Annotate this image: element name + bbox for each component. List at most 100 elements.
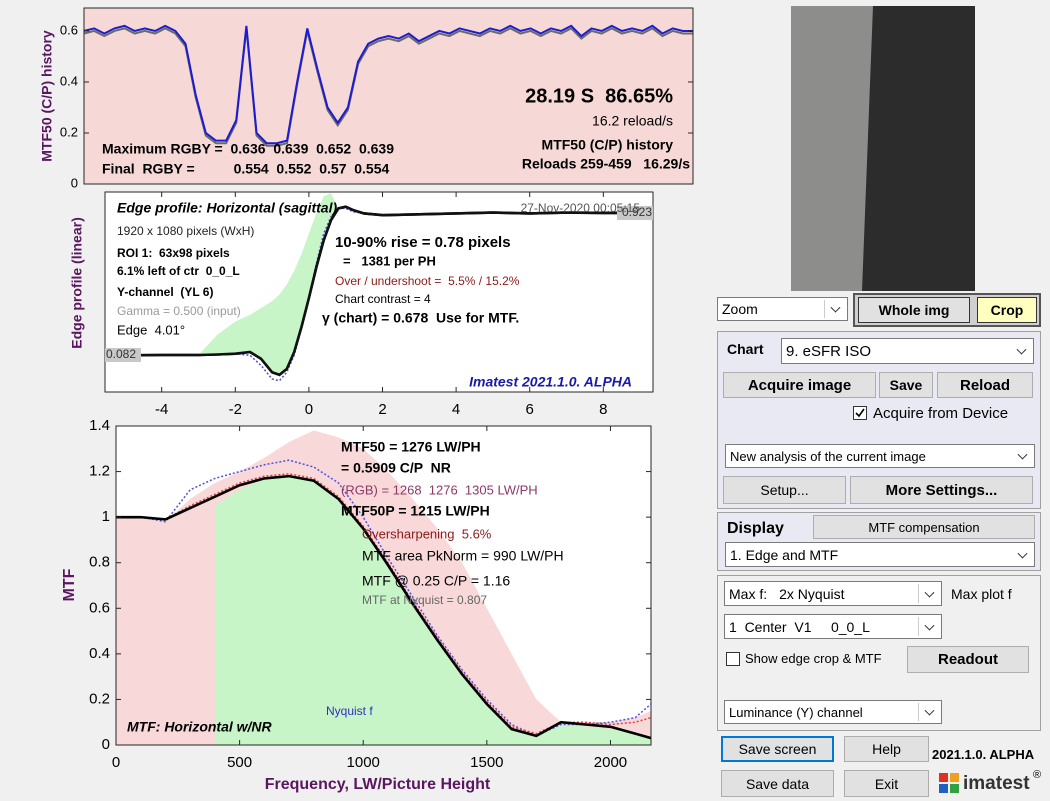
annotation: Edge 4.01° — [117, 322, 185, 337]
annotation: MTF at Nyquist = 0.807 — [362, 593, 487, 607]
annotation: Maximum RGBY = 0.636 0.639 0.652 0.639 — [102, 141, 394, 157]
y-tick-label: 0.2 — [60, 124, 78, 139]
display-label: Display — [727, 520, 784, 537]
roi-select[interactable]: 1 Center V1 0_0_L — [724, 614, 942, 639]
plot-frame — [104, 191, 654, 393]
y-tick-label: 0.6 — [60, 22, 78, 37]
max-plot-f-label: Max plot f — [951, 586, 1012, 602]
edge-crop-checkbox[interactable] — [726, 652, 740, 666]
annotation: 1920 x 1080 pixels (WxH) — [117, 224, 254, 238]
reload-button[interactable]: Reload — [937, 372, 1033, 398]
max-f-select[interactable]: Max f: 2x Nyquist — [724, 581, 942, 606]
edge-crop-dark — [862, 6, 975, 291]
annotation: 6.1% left of ctr 0_0_L — [117, 264, 240, 278]
plot-area — [105, 192, 653, 392]
annotation: Imatest 2021.1.0. ALPHA — [469, 374, 632, 390]
readout-button[interactable]: Readout — [907, 646, 1029, 673]
chart-select-text: 9. eSFR ISO — [786, 342, 872, 360]
x-tick-label: 500 — [227, 754, 252, 771]
save-data-button[interactable]: Save data — [721, 770, 834, 797]
annotation: MTF area PkNorm = 990 LW/PH — [362, 548, 564, 564]
annotation: MTF50P = 1215 LW/PH — [341, 503, 490, 519]
x-tick-label: 1000 — [347, 754, 380, 771]
annotation: (RGB) = 1268 1276 1305 LW/PH — [341, 482, 538, 497]
x-tick-label: 4 — [452, 401, 460, 418]
y-tick-label: 1 — [102, 508, 110, 525]
annotation: Over / undershoot = 5.5% / 15.2% — [335, 274, 520, 288]
roi-select-text: 1 Center V1 0_0_L — [729, 618, 870, 635]
analysis-select-text: New analysis of the current image — [730, 448, 926, 464]
version-label: 2021.1.0. ALPHA — [932, 747, 1035, 762]
annotation: 16.2 reload/s — [592, 113, 673, 129]
plot-area — [84, 8, 693, 184]
channel-select[interactable]: Luminance (Y) channel — [724, 700, 942, 724]
y-tick-label: 0.4 — [89, 645, 110, 662]
zoom-text: Zoom — [722, 301, 758, 317]
y-tick-label: 0.6 — [89, 599, 110, 616]
level-label: 0.082 — [106, 347, 136, 361]
x-axis-label: Frequency, LW/Picture Height — [265, 776, 491, 793]
max-f-label: Max f: — [729, 585, 768, 602]
display-select-text: 1. Edge and MTF — [730, 546, 839, 563]
y-axis-label: MTF — [61, 568, 78, 601]
annotation: 27-Nov-2020 00:05:15 — [521, 201, 641, 215]
level-label-bg — [105, 348, 141, 363]
y-tick-label: 1.2 — [89, 463, 110, 480]
acquire-checkbox[interactable] — [853, 406, 867, 420]
more-settings-button[interactable]: More Settings... — [850, 476, 1033, 504]
area — [198, 193, 339, 375]
annotation: Y-channel (YL 6) — [117, 285, 213, 299]
annotation: Reloads 259-459 16.29/s — [522, 156, 690, 172]
line — [84, 24, 693, 145]
save-button[interactable]: Save — [879, 372, 933, 398]
annotation: 28.19 S 86.65% — [525, 85, 673, 107]
y-tick-label: 1.4 — [89, 417, 110, 434]
y-tick-label: 0 — [71, 175, 78, 190]
analysis-select[interactable]: New analysis of the current image — [725, 444, 1035, 468]
max-f-value: 2x Nyquist — [779, 585, 845, 602]
mtf-compensation-button[interactable]: MTF compensation — [813, 515, 1035, 539]
edge-crop-label: Show edge crop & MTF — [745, 651, 882, 666]
chart-label: Chart — [727, 341, 764, 357]
y-tick-label: 0.2 — [89, 690, 110, 707]
annotation: = 0.5909 C/P NR — [341, 460, 451, 476]
annotation: MTF50 (C/P) history — [542, 137, 674, 153]
dotted-line — [116, 459, 651, 737]
logo-text: imatest — [963, 773, 1030, 794]
series-group — [84, 24, 693, 147]
whole-img-button[interactable]: Whole img — [858, 297, 970, 323]
y-axis-label: MTF50 (C/P) history — [39, 30, 55, 162]
logo-icon — [939, 773, 959, 793]
y-tick-label: 0 — [102, 736, 110, 753]
chart-select[interactable]: 9. eSFR ISO — [781, 338, 1034, 364]
display-select[interactable]: 1. Edge and MTF — [725, 542, 1035, 567]
help-button[interactable]: Help — [844, 736, 929, 762]
level-label-bg — [617, 205, 653, 220]
annotation: = 1381 per PH — [343, 253, 436, 268]
series-group — [106, 193, 652, 382]
annotation: Gamma = 0.500 (input) — [117, 304, 241, 318]
crop-button[interactable]: Crop — [977, 297, 1037, 323]
acquire-image-button[interactable]: Acquire image — [723, 372, 876, 398]
channel-select-text: Luminance (Y) channel — [729, 704, 863, 720]
x-tick-label: 2 — [378, 401, 386, 418]
y-axis-label: Edge profile (linear) — [69, 217, 85, 348]
annotation: ROI 1: 63x98 pixels — [117, 246, 230, 260]
area — [214, 476, 651, 745]
annotation: 10-90% rise = 0.78 pixels — [335, 234, 511, 251]
save-screen-button[interactable]: Save screen — [721, 736, 834, 762]
plot-frame — [115, 425, 652, 746]
zoom-select[interactable]: Zoom — [717, 297, 848, 321]
y-tick-label: 0.8 — [89, 554, 110, 571]
plot-frame — [83, 7, 694, 185]
x-tick-label: 8 — [599, 401, 607, 418]
exit-button[interactable]: Exit — [844, 770, 929, 797]
level-label: 0.923 — [622, 205, 652, 219]
setup-button[interactable]: Setup... — [723, 476, 846, 504]
registered-mark: ® — [1033, 769, 1042, 781]
annotation: MTF50 = 1276 LW/PH — [341, 439, 481, 455]
series-group — [116, 430, 651, 745]
x-tick-label: 0 — [112, 754, 120, 771]
